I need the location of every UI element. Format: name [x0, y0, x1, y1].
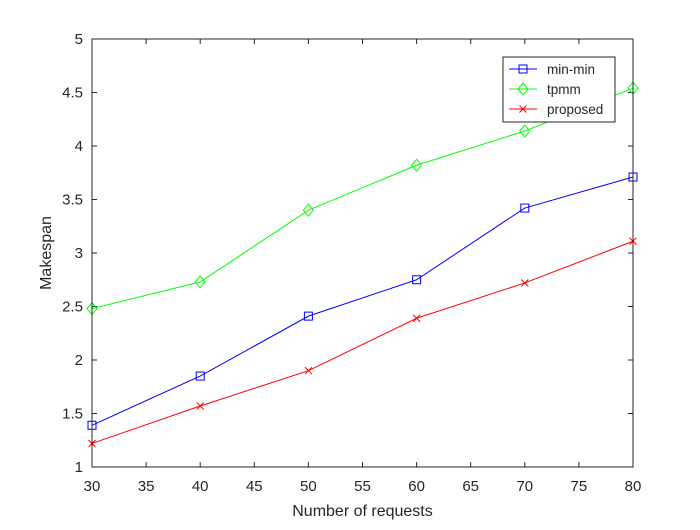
- x-tick-label: 60: [408, 478, 425, 495]
- x-tick-label: 55: [354, 478, 371, 495]
- data-point-tpmm: [410, 158, 423, 173]
- series-tpmm: [86, 81, 639, 316]
- legend-label: min-min: [547, 62, 595, 77]
- legend-marker: [519, 105, 527, 113]
- y-tick-label: 1: [75, 459, 83, 476]
- y-tick-label: 4.5: [62, 85, 83, 102]
- data-point-tpmm: [519, 124, 531, 138]
- x-tick-label: 50: [300, 478, 317, 495]
- x-tick-label: 80: [625, 478, 642, 495]
- data-point-min-min: [412, 275, 422, 285]
- x-tick-label: 40: [192, 478, 209, 495]
- x-tick-label: 65: [462, 478, 479, 495]
- x-tick-label: 45: [246, 478, 263, 495]
- x-tick-label: 70: [516, 478, 533, 495]
- legend-label: tpmm: [547, 82, 581, 97]
- y-tick-label: 4: [75, 138, 83, 155]
- data-point-proposed: [196, 402, 205, 410]
- legend-label: proposed: [547, 102, 603, 117]
- y-tick-label: 1.5: [62, 406, 83, 423]
- axes-box: [91, 38, 634, 468]
- ticks-layer: 30 35 40 45 50 55 60 65 70 75 80 1 1.5 2 2.5 3 3.5 4 4.5 5: [62, 31, 641, 495]
- x-tick-label: 30: [84, 478, 101, 495]
- series-layer: [86, 81, 639, 448]
- legend-item-min-min: min-min: [509, 62, 595, 77]
- y-tick-label: 2.5: [62, 299, 83, 316]
- data-point-min-min: [195, 371, 205, 381]
- legend-marker: [518, 64, 528, 74]
- data-point-proposed: [520, 279, 529, 287]
- series-line-min-min: [91, 176, 634, 426]
- legend-marker: [517, 82, 529, 96]
- data-point-proposed: [304, 366, 313, 375]
- y-tick-label: 2: [75, 352, 83, 369]
- y-tick-label: 3: [75, 245, 83, 262]
- y-axis-label: Makespan: [38, 216, 55, 290]
- legend: min-min tpmm proposed: [502, 56, 616, 123]
- x-tick-label: 75: [571, 478, 588, 495]
- data-point-proposed: [412, 314, 421, 323]
- legend-item-proposed: proposed: [509, 102, 603, 117]
- data-point-min-min: [303, 311, 313, 321]
- legend-item-tpmm: tpmm: [509, 82, 581, 97]
- x-tick-label: 35: [138, 478, 155, 495]
- series-line-tpmm: [91, 87, 634, 310]
- x-axis-label: Number of requests: [292, 503, 433, 520]
- y-tick-label: 3.5: [62, 192, 83, 209]
- series-line-proposed: [91, 240, 634, 444]
- data-point-tpmm: [302, 203, 315, 217]
- y-tick-label: 5: [75, 31, 83, 48]
- series-min-min: [87, 172, 638, 430]
- data-point-tpmm: [194, 275, 206, 289]
- data-point-min-min: [520, 203, 530, 213]
